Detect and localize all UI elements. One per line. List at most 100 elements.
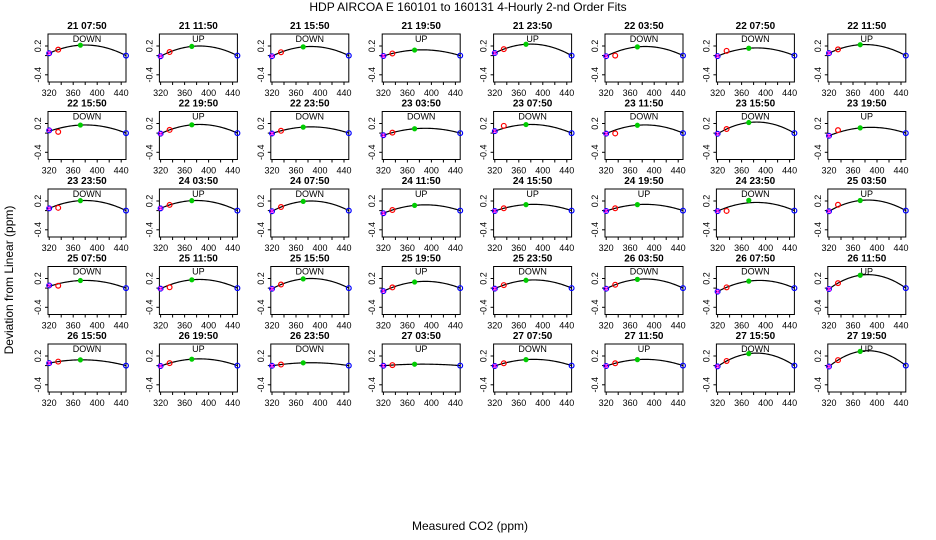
standard-point: [345, 130, 352, 137]
x-tick-label: 320: [153, 166, 168, 176]
standard-point-cross: [381, 210, 386, 216]
standard-point: [389, 284, 396, 291]
y-tick-label: -0.4: [33, 145, 43, 161]
standard-point: [825, 208, 832, 215]
panel: 26 11:50 UP 320 360 400 440 -0.4 0.2: [813, 254, 909, 331]
y-tick-label: -0.4: [701, 67, 711, 83]
panel-time-label: 26 19:50: [179, 331, 219, 342]
panel-direction-label: UP: [526, 34, 539, 44]
fit-curve: [383, 127, 461, 136]
standard-point: [55, 46, 62, 53]
standard-point-cross: [46, 283, 52, 288]
x-tick-label: 320: [42, 321, 57, 331]
x-tick-label: 320: [264, 398, 279, 408]
standard-point-cross: [158, 206, 163, 211]
y-tick-label: -0.4: [701, 145, 711, 161]
standard-point: [825, 285, 832, 292]
fit-curve: [160, 45, 238, 57]
x-tick-label: 400: [312, 321, 327, 331]
panel-direction-label: DOWN: [741, 112, 770, 122]
x-tick-label: 400: [90, 321, 105, 331]
x-tick-label: 400: [201, 398, 216, 408]
panel-time-label: 24 15:50: [513, 176, 553, 187]
x-tick-label: 400: [647, 243, 662, 253]
panel: 27 03:50 UP 320 360 400 440 -0.4 0.2: [367, 331, 464, 408]
standard-point-cross: [381, 132, 386, 138]
y-tick-label: -0.4: [144, 300, 154, 316]
standard-point: [491, 128, 498, 135]
x-tick-label: 320: [487, 88, 502, 98]
y-tick-label: -0.4: [479, 300, 489, 316]
panel: 22 03:50 DOWN 320 360 400 440 -0.4 0.2: [590, 21, 686, 98]
standard-point-cross: [158, 286, 163, 292]
x-tick-label: 360: [177, 88, 192, 98]
standard-point: [166, 201, 173, 208]
x-tick-label: 400: [424, 88, 439, 98]
standard-point-cross: [492, 128, 498, 134]
x-tick-label: 400: [647, 166, 662, 176]
x-tick-label: 440: [671, 321, 686, 331]
x-tick-label: 400: [647, 88, 662, 98]
panel-direction-label: DOWN: [73, 267, 102, 277]
y-tick-label: 0.2: [590, 40, 600, 53]
y-tick-label: -0.4: [590, 300, 600, 316]
y-tick-label: 0.2: [367, 272, 377, 285]
y-tick-label: 0.2: [590, 117, 600, 130]
x-tick-label: 400: [312, 166, 327, 176]
standard-point: [300, 198, 306, 205]
y-tick-label: 0.2: [144, 40, 154, 53]
standard-point: [902, 285, 909, 292]
standard-point: [491, 285, 498, 292]
fit-curve: [160, 199, 238, 212]
panel-direction-label: UP: [861, 189, 874, 199]
x-tick-label: 360: [734, 321, 749, 331]
standard-point-cross: [715, 364, 720, 369]
x-tick-label: 360: [845, 166, 860, 176]
standard-point: [491, 208, 498, 215]
x-tick-label: 320: [599, 398, 614, 408]
fit-curve: [828, 274, 907, 290]
x-tick-label: 320: [153, 88, 168, 98]
standard-point: [746, 278, 752, 284]
x-tick-label: 360: [734, 243, 749, 253]
fit-curve: [49, 359, 127, 367]
panel-time-label: 22 23:50: [290, 99, 330, 110]
standard-point: [269, 362, 276, 369]
standard-point: [380, 210, 387, 217]
standard-point: [234, 362, 241, 369]
standard-point: [380, 362, 387, 369]
y-tick-label: -0.4: [813, 67, 823, 83]
standard-point: [825, 363, 832, 370]
standard-point: [568, 207, 575, 214]
y-tick-label: 0.2: [33, 272, 43, 285]
panel-time-label: 25 11:50: [179, 254, 218, 265]
standard-point: [77, 277, 84, 284]
standard-point: [278, 49, 285, 56]
fit-curve: [48, 199, 127, 212]
y-tick-label: 0.2: [367, 117, 377, 130]
y-tick-label: 0.2: [590, 272, 600, 285]
panel-time-label: 27 19:50: [847, 331, 887, 342]
y-tick-label: -0.4: [256, 145, 266, 161]
standard-point: [234, 52, 241, 59]
y-tick-label: 0.2: [701, 272, 711, 285]
y-tick-label: -0.4: [367, 377, 377, 393]
fit-curve: [717, 352, 795, 367]
standard-point: [603, 285, 610, 292]
y-tick-label: -0.4: [701, 222, 711, 238]
x-tick-label: 440: [336, 166, 351, 176]
x-tick-label: 360: [845, 88, 860, 98]
y-tick-label: -0.4: [479, 377, 489, 393]
fit-curve: [160, 123, 238, 135]
standard-point-cross: [46, 360, 52, 366]
standard-point: [634, 357, 641, 363]
panel: 26 23:50 DOWN 320 360 400 440 -0.4 0.2: [256, 331, 352, 408]
standard-point-cross: [603, 286, 609, 292]
standard-point-cross: [826, 208, 832, 214]
x-tick-label: 400: [535, 88, 550, 98]
y-tick-label: -0.4: [33, 222, 43, 238]
y-tick-label: 0.2: [701, 195, 711, 208]
standard-point: [834, 201, 841, 208]
x-tick-label: 400: [758, 166, 773, 176]
y-tick-label: -0.4: [701, 377, 711, 393]
